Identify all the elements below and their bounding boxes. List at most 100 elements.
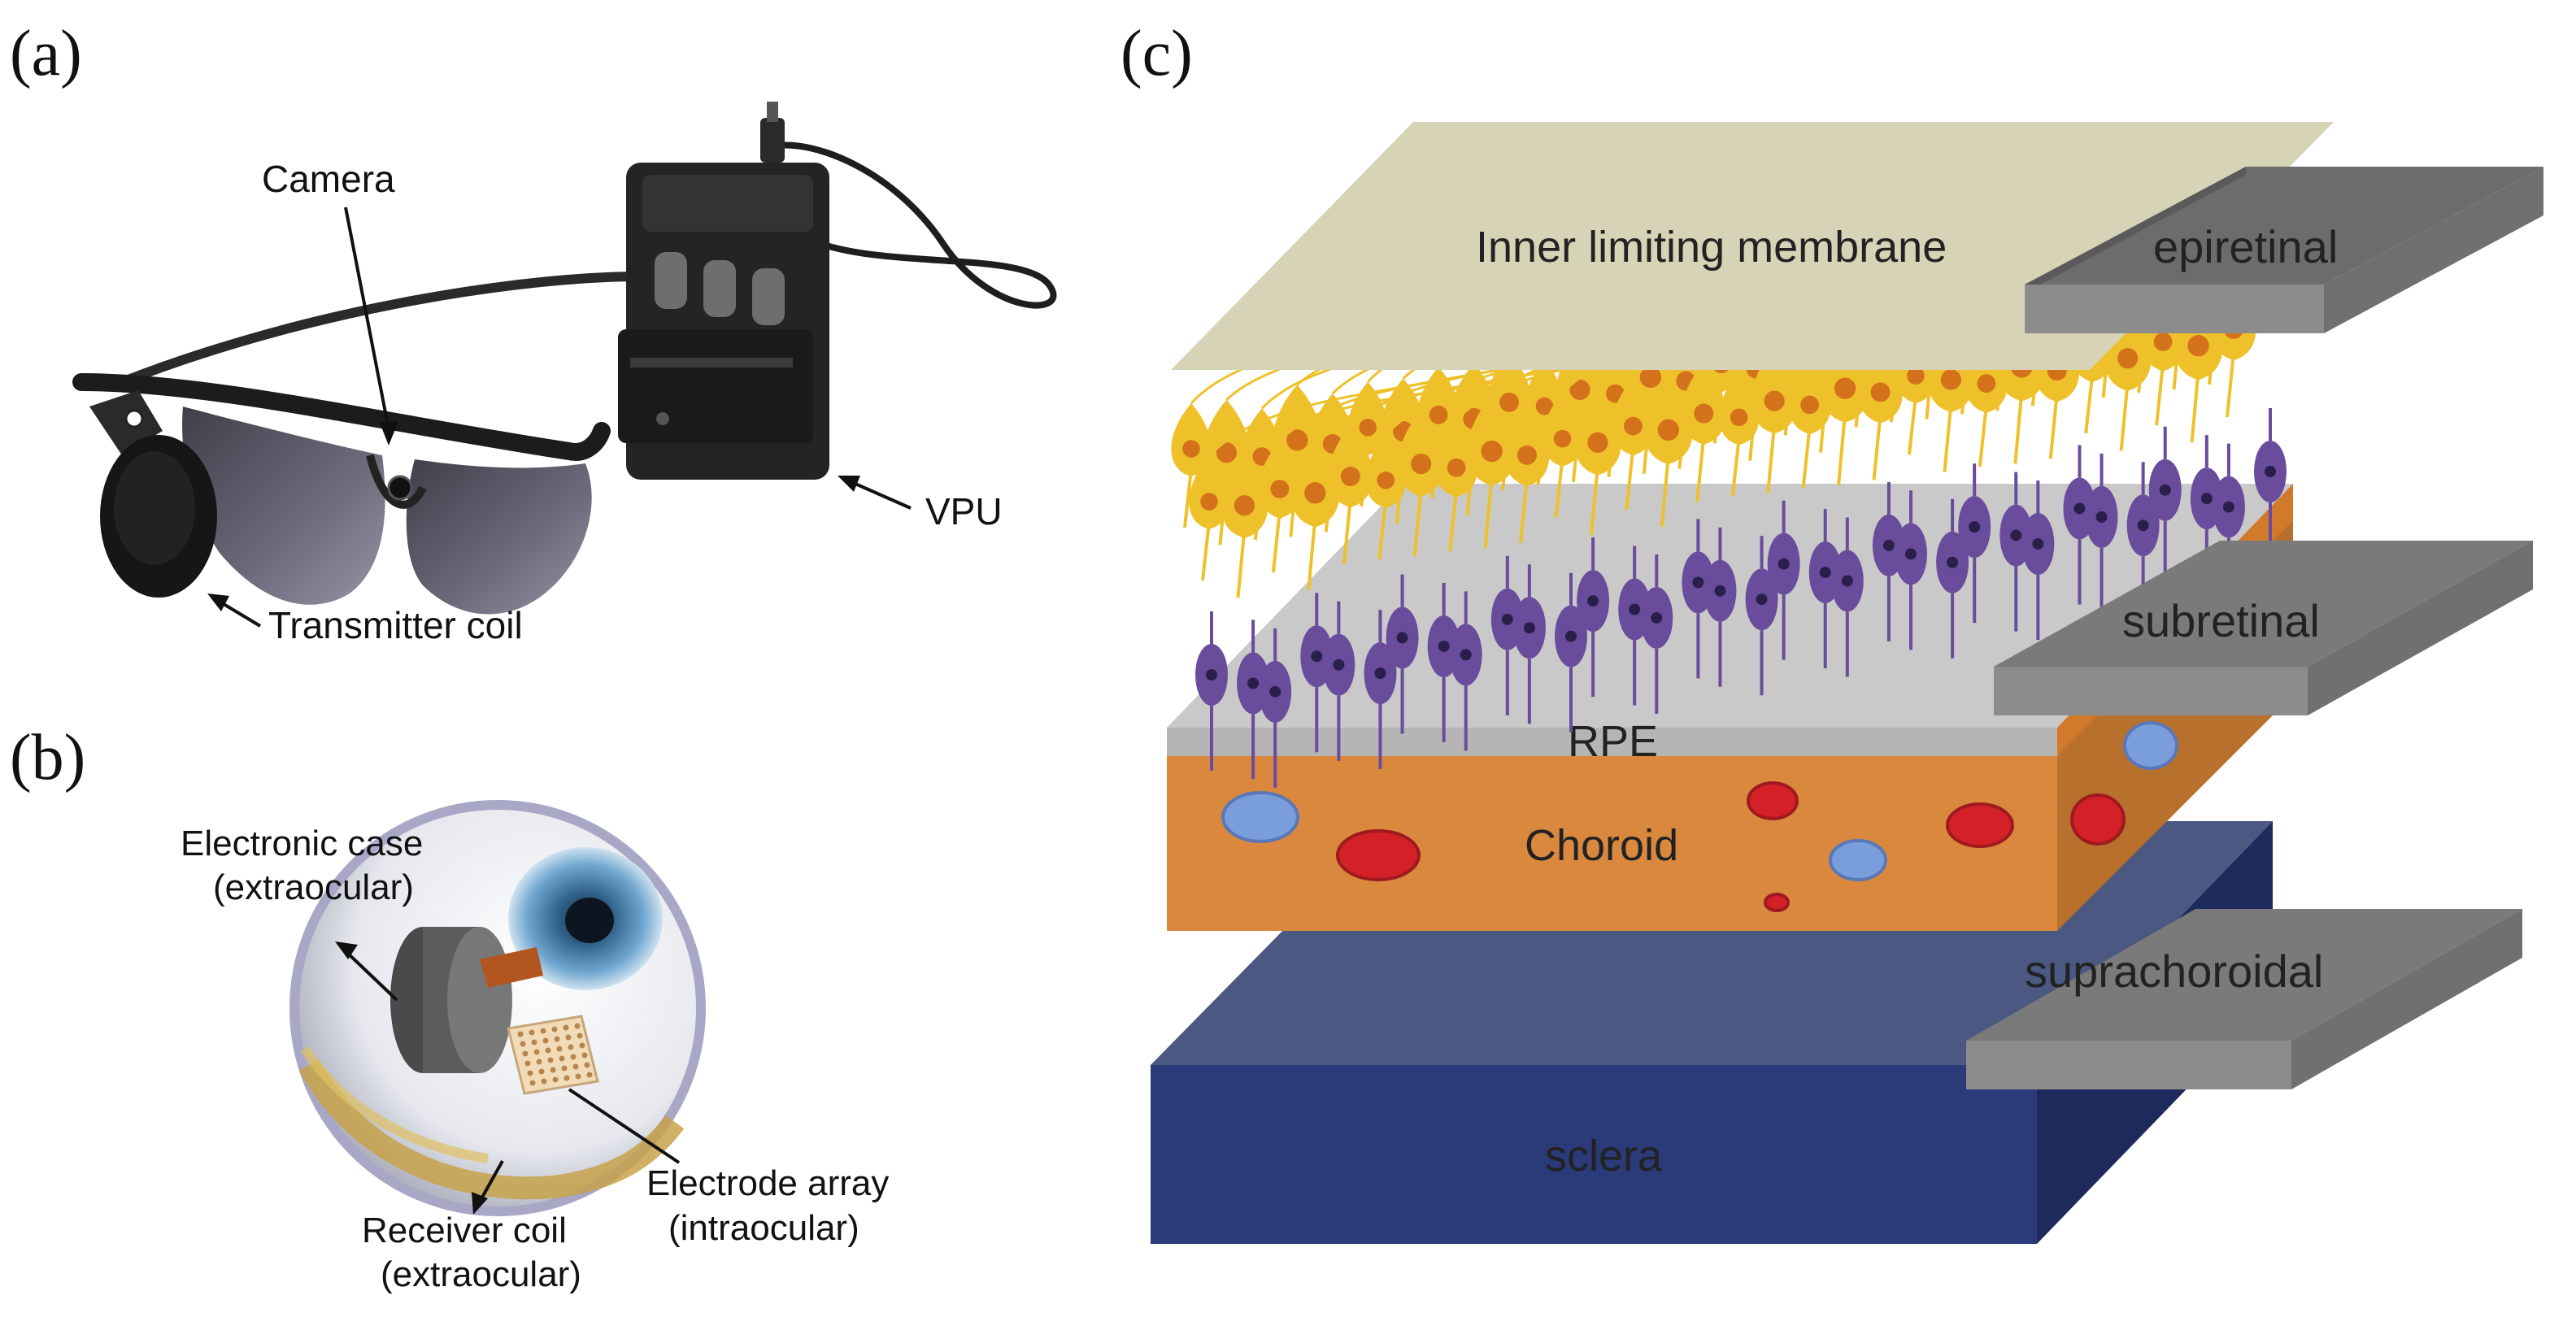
electrode-dot: [570, 1054, 577, 1060]
ganglion-nucleus: [1234, 495, 1255, 516]
photoreceptor-nucleus: [2265, 466, 2276, 477]
transmitter-arrow-line: [218, 600, 262, 628]
photoreceptor-nucleus: [1714, 585, 1726, 597]
receiver-coil-band-highlight: [300, 1046, 489, 1163]
ganglion-nucleus: [1730, 408, 1748, 427]
electrode-dot: [522, 1050, 529, 1057]
photoreceptor-nucleus: [2222, 501, 2234, 513]
ganglion-dendrite: [1483, 476, 1494, 549]
choroid-vessel: [1221, 791, 1299, 843]
ganglion-dendrite: [2013, 392, 2024, 464]
panel-b-callouts: Electronic case (extraocular) Electrode …: [181, 824, 889, 1294]
ganglion-nucleus: [1429, 405, 1448, 424]
electrode-array-leader-line: [568, 1088, 681, 1164]
choroid-vessel: [1829, 839, 1887, 881]
choroid-vessel: [2070, 793, 2126, 846]
ganglion-dendrite: [2119, 382, 2130, 451]
electrode-dot: [581, 1052, 588, 1059]
photoreceptor-nucleus: [2073, 502, 2086, 515]
electrode-dot: [547, 1057, 554, 1063]
ganglion-dendrite: [1766, 424, 1777, 493]
choroid-vessels: [1221, 721, 2178, 912]
ganglion-dendrite: [1412, 487, 1423, 557]
ganglion-cell: [1258, 441, 1301, 519]
coil-mount-light: [124, 409, 144, 428]
electrode-dot: [568, 1044, 574, 1050]
ganglion-nucleus: [1499, 392, 1520, 412]
subretinal-plate-top: [1994, 541, 2533, 667]
suprachoroidal-plate-top: [1966, 909, 2522, 1041]
photoreceptor-nucleus: [1523, 622, 1535, 634]
transmitter-callout: Transmitter coil: [268, 604, 523, 646]
electrode-dot: [520, 1041, 526, 1047]
epiretinal-label: epiretinal: [2153, 221, 2338, 272]
electronic-case-callout-line2: (extraocular): [213, 867, 414, 907]
ganglion-nucleus: [1359, 418, 1377, 437]
suprachoroidal-plate-front: [1966, 1041, 2291, 1089]
camera-callout: Camera: [262, 158, 395, 200]
ganglion-nucleus: [1340, 467, 1360, 487]
vpu-button-1: [655, 252, 687, 309]
electrode-dot: [533, 1049, 540, 1055]
suprachoroidal-plate-side: [2291, 909, 2522, 1089]
ganglion-nucleus: [2153, 333, 2173, 351]
ganglion-dendrite: [1625, 447, 1635, 510]
inner-limiting-membrane-label: Inner limiting membrane: [1476, 223, 1947, 272]
vpu-battery-slot: [630, 358, 793, 367]
ganglion-nucleus: [1182, 440, 1200, 458]
receiver-coil-arrow-line: [478, 1160, 504, 1202]
ganglion-dendrite: [1589, 466, 1599, 536]
electrode-dot: [577, 1033, 583, 1039]
vpu-connector: [760, 118, 785, 163]
photoreceptor-nucleus: [1692, 576, 1704, 589]
ganglion-cell: [1542, 393, 1583, 467]
ribbon-cable: [480, 947, 543, 988]
photoreceptor-nucleus: [2095, 511, 2108, 523]
photoreceptor-nucleus: [1841, 575, 1853, 587]
vpu-arrowhead: [838, 476, 860, 492]
ganglion-nucleus: [1304, 482, 1326, 504]
vpu-connector-pin: [767, 102, 778, 122]
ganglion-nucleus: [1481, 440, 1503, 463]
photoreceptor-nucleus: [1396, 632, 1408, 644]
panel-c-label: (c): [1120, 18, 1193, 89]
electrode-dot: [541, 1078, 547, 1085]
receiver-coil-callout-line2: (extraocular): [381, 1254, 581, 1294]
ganglion-dendrite: [1943, 403, 1953, 472]
photoreceptor-nucleus: [1882, 539, 1895, 551]
ganglion-nucleus: [1200, 493, 1218, 511]
ganglion-dendrite: [1377, 500, 1388, 560]
suprachoroidal-label: suprachoroidal: [2025, 946, 2323, 997]
panel-b-label: (b): [10, 722, 85, 793]
electrode-dot: [554, 1036, 560, 1042]
vpu-battery: [618, 329, 813, 443]
choroid-front-face: [1167, 756, 2057, 931]
photoreceptor-nucleus: [2200, 493, 2213, 505]
ganglion-dendrite: [2226, 351, 2235, 418]
nose-bridge: [366, 454, 427, 509]
vpu-arrow-line: [849, 480, 912, 510]
camera-arrow-line: [344, 207, 390, 430]
ganglion-dendrite: [1448, 489, 1459, 552]
epiretinal-plate-top: [2025, 167, 2543, 285]
ganglion-dendrite: [2190, 371, 2200, 443]
photoreceptor-nucleus: [1333, 659, 1345, 671]
photoreceptor-nucleus: [1501, 613, 1513, 625]
electrode-dot: [572, 1063, 579, 1070]
choroid-vessel: [2123, 721, 2178, 770]
ganglion-cell: [1365, 434, 1406, 508]
electrode-dot: [536, 1059, 542, 1065]
electronic-case-arrow-line: [344, 950, 398, 1002]
photoreceptor-nucleus: [2159, 484, 2171, 496]
photoreceptor-nucleus: [1969, 521, 1981, 533]
electrode-dot: [556, 1046, 563, 1052]
ganglion-dendrite: [1695, 436, 1706, 502]
ganglion-nucleus: [1447, 458, 1466, 477]
eye-pupil: [565, 898, 614, 943]
electrode-dot: [584, 1062, 590, 1068]
camera-arrowhead: [380, 421, 398, 446]
ganglion-dendrite: [1342, 498, 1352, 565]
ganglion-nucleus: [1587, 432, 1608, 453]
ganglion-nucleus: [1411, 453, 1432, 475]
